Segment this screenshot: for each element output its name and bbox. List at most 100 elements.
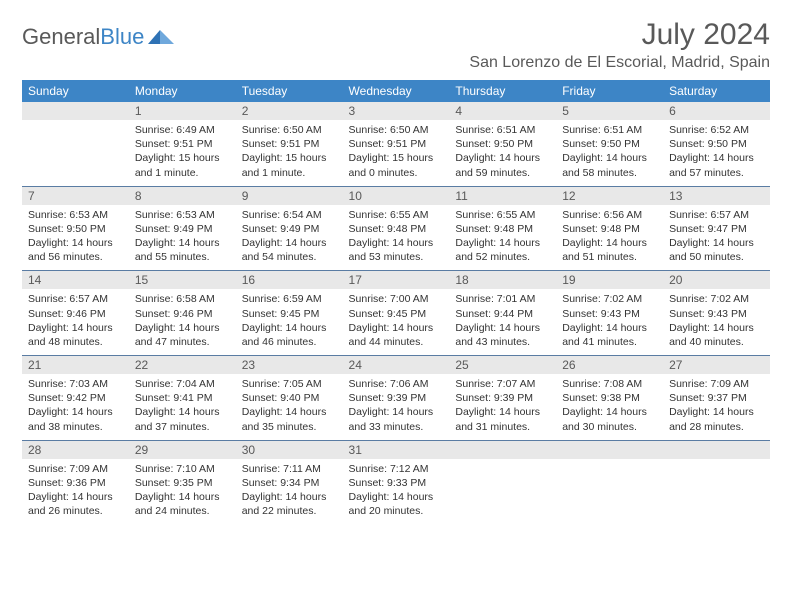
daylight-text: Daylight: 14 hours and 48 minutes.: [28, 321, 123, 349]
daylight-text: Daylight: 14 hours and 52 minutes.: [455, 236, 550, 264]
sunset-text: Sunset: 9:34 PM: [242, 476, 337, 490]
day-cell: Sunrise: 7:00 AMSunset: 9:45 PMDaylight:…: [343, 289, 450, 355]
daylight-text: Daylight: 14 hours and 47 minutes.: [135, 321, 230, 349]
day-number-row: 21222324252627: [22, 356, 770, 375]
day-cell: Sunrise: 7:02 AMSunset: 9:43 PMDaylight:…: [556, 289, 663, 355]
sunrise-text: Sunrise: 6:53 AM: [135, 208, 230, 222]
sunrise-text: Sunrise: 6:50 AM: [242, 123, 337, 137]
sunrise-text: Sunrise: 6:52 AM: [669, 123, 764, 137]
month-title: July 2024: [469, 18, 770, 52]
daylight-text: Daylight: 14 hours and 37 minutes.: [135, 405, 230, 433]
day-number: 26: [556, 356, 663, 375]
day-cell: [663, 459, 770, 525]
day-cell: Sunrise: 7:06 AMSunset: 9:39 PMDaylight:…: [343, 374, 450, 440]
sunrise-text: Sunrise: 7:02 AM: [669, 292, 764, 306]
day-cell: [556, 459, 663, 525]
day-number-row: 28293031: [22, 440, 770, 459]
sunset-text: Sunset: 9:39 PM: [455, 391, 550, 405]
day-number: 29: [129, 440, 236, 459]
sunset-text: Sunset: 9:50 PM: [28, 222, 123, 236]
sunset-text: Sunset: 9:42 PM: [28, 391, 123, 405]
daylight-text: Daylight: 14 hours and 59 minutes.: [455, 151, 550, 179]
day-number: 24: [343, 356, 450, 375]
daylight-text: Daylight: 14 hours and 30 minutes.: [562, 405, 657, 433]
sunrise-text: Sunrise: 6:58 AM: [135, 292, 230, 306]
sunset-text: Sunset: 9:35 PM: [135, 476, 230, 490]
daylight-text: Daylight: 14 hours and 50 minutes.: [669, 236, 764, 264]
sunrise-text: Sunrise: 6:54 AM: [242, 208, 337, 222]
sunset-text: Sunset: 9:47 PM: [669, 222, 764, 236]
sunset-text: Sunset: 9:48 PM: [349, 222, 444, 236]
day-cell: Sunrise: 7:08 AMSunset: 9:38 PMDaylight:…: [556, 374, 663, 440]
sunrise-text: Sunrise: 7:01 AM: [455, 292, 550, 306]
sunrise-text: Sunrise: 6:55 AM: [455, 208, 550, 222]
day-number: 28: [22, 440, 129, 459]
day-number: [663, 440, 770, 459]
sunrise-text: Sunrise: 7:05 AM: [242, 377, 337, 391]
sunset-text: Sunset: 9:39 PM: [349, 391, 444, 405]
day-cell: Sunrise: 7:07 AMSunset: 9:39 PMDaylight:…: [449, 374, 556, 440]
day-cell: Sunrise: 6:52 AMSunset: 9:50 PMDaylight:…: [663, 120, 770, 186]
day-number-row: 123456: [22, 102, 770, 120]
calendar-table: Sunday Monday Tuesday Wednesday Thursday…: [22, 80, 770, 524]
sunrise-text: Sunrise: 6:56 AM: [562, 208, 657, 222]
day-number: 3: [343, 102, 450, 120]
daylight-text: Daylight: 14 hours and 53 minutes.: [349, 236, 444, 264]
day-number: 11: [449, 186, 556, 205]
sunrise-text: Sunrise: 7:03 AM: [28, 377, 123, 391]
daylight-text: Daylight: 14 hours and 31 minutes.: [455, 405, 550, 433]
day-number: 6: [663, 102, 770, 120]
day-number: [22, 102, 129, 120]
day-number-row: 78910111213: [22, 186, 770, 205]
sunrise-text: Sunrise: 7:08 AM: [562, 377, 657, 391]
daylight-text: Daylight: 14 hours and 35 minutes.: [242, 405, 337, 433]
daylight-text: Daylight: 14 hours and 38 minutes.: [28, 405, 123, 433]
logo-mark-icon: [148, 24, 174, 50]
day-content-row: Sunrise: 6:49 AMSunset: 9:51 PMDaylight:…: [22, 120, 770, 186]
day-cell: Sunrise: 6:50 AMSunset: 9:51 PMDaylight:…: [236, 120, 343, 186]
day-cell: Sunrise: 6:57 AMSunset: 9:47 PMDaylight:…: [663, 205, 770, 271]
daylight-text: Daylight: 14 hours and 57 minutes.: [669, 151, 764, 179]
day-number-row: 14151617181920: [22, 271, 770, 290]
daylight-text: Daylight: 14 hours and 58 minutes.: [562, 151, 657, 179]
day-number: 13: [663, 186, 770, 205]
day-number: 9: [236, 186, 343, 205]
sunrise-text: Sunrise: 7:02 AM: [562, 292, 657, 306]
day-number: 23: [236, 356, 343, 375]
sunset-text: Sunset: 9:51 PM: [242, 137, 337, 151]
weekday-header: Thursday: [449, 80, 556, 102]
daylight-text: Daylight: 14 hours and 40 minutes.: [669, 321, 764, 349]
daylight-text: Daylight: 14 hours and 28 minutes.: [669, 405, 764, 433]
day-number: 22: [129, 356, 236, 375]
sunrise-text: Sunrise: 6:51 AM: [455, 123, 550, 137]
sunrise-text: Sunrise: 7:12 AM: [349, 462, 444, 476]
sunrise-text: Sunrise: 7:06 AM: [349, 377, 444, 391]
day-cell: Sunrise: 6:55 AMSunset: 9:48 PMDaylight:…: [343, 205, 450, 271]
daylight-text: Daylight: 14 hours and 20 minutes.: [349, 490, 444, 518]
sunset-text: Sunset: 9:46 PM: [28, 307, 123, 321]
weekday-header: Wednesday: [343, 80, 450, 102]
weekday-header: Monday: [129, 80, 236, 102]
daylight-text: Daylight: 14 hours and 54 minutes.: [242, 236, 337, 264]
sunrise-text: Sunrise: 7:09 AM: [28, 462, 123, 476]
day-content-row: Sunrise: 7:09 AMSunset: 9:36 PMDaylight:…: [22, 459, 770, 525]
sunrise-text: Sunrise: 7:07 AM: [455, 377, 550, 391]
weekday-header: Tuesday: [236, 80, 343, 102]
day-cell: Sunrise: 7:09 AMSunset: 9:37 PMDaylight:…: [663, 374, 770, 440]
sunset-text: Sunset: 9:49 PM: [135, 222, 230, 236]
day-cell: Sunrise: 6:53 AMSunset: 9:50 PMDaylight:…: [22, 205, 129, 271]
title-block: July 2024 San Lorenzo de El Escorial, Ma…: [469, 18, 770, 72]
logo-text-blue: Blue: [100, 24, 144, 50]
sunrise-text: Sunrise: 7:10 AM: [135, 462, 230, 476]
sunset-text: Sunset: 9:43 PM: [562, 307, 657, 321]
day-number: 30: [236, 440, 343, 459]
day-cell: Sunrise: 6:50 AMSunset: 9:51 PMDaylight:…: [343, 120, 450, 186]
sunrise-text: Sunrise: 6:57 AM: [669, 208, 764, 222]
daylight-text: Daylight: 15 hours and 1 minute.: [135, 151, 230, 179]
day-number: 7: [22, 186, 129, 205]
day-cell: [22, 120, 129, 186]
calendar-body: 123456Sunrise: 6:49 AMSunset: 9:51 PMDay…: [22, 102, 770, 524]
day-number: 14: [22, 271, 129, 290]
sunset-text: Sunset: 9:50 PM: [562, 137, 657, 151]
sunset-text: Sunset: 9:50 PM: [669, 137, 764, 151]
